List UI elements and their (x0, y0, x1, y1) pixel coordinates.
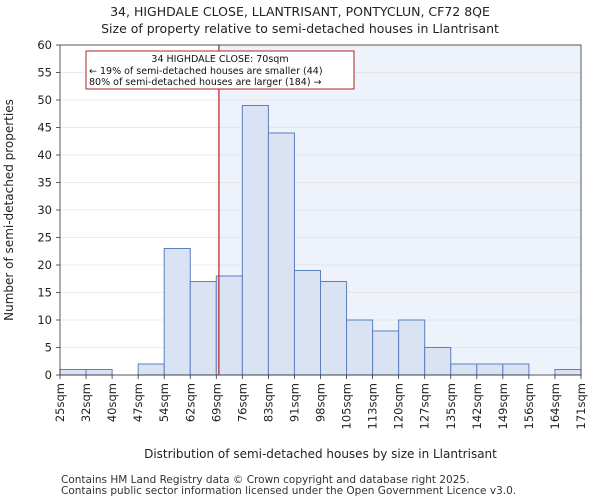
footer-copyright: Contains HM Land Registry data © Crown c… (61, 474, 470, 486)
y-tick-label: 55 (37, 66, 52, 80)
y-tick-label: 10 (37, 313, 52, 327)
chart-subtitle: Size of property relative to semi-detach… (101, 21, 499, 36)
histogram-bar (372, 330, 400, 376)
y-tick-label: 30 (37, 203, 52, 217)
x-tick-label: 135sqm (444, 383, 458, 429)
annotation-line-3: 80% of semi-detached houses are larger (… (89, 77, 322, 88)
x-tick-label: 69sqm (209, 383, 223, 422)
x-tick-label: 120sqm (392, 383, 406, 429)
histogram-bar (476, 363, 504, 376)
x-tick-label: 32sqm (79, 383, 93, 422)
annotation-line-2: ← 19% of semi-detached houses are smalle… (89, 66, 323, 77)
histogram-bar (267, 132, 295, 376)
histogram-bar (241, 105, 269, 376)
x-tick-label: 62sqm (183, 383, 197, 422)
x-tick-label: 76sqm (235, 383, 249, 422)
annotation-line-1: 34 HIGHDALE CLOSE: 70sqm (151, 54, 288, 65)
x-axis-label: Distribution of semi-detached houses by … (144, 447, 497, 461)
histogram-bar (554, 369, 582, 376)
histogram-bar (215, 275, 243, 376)
x-tick-label: 83sqm (261, 383, 275, 422)
histogram-bar (85, 369, 113, 376)
x-tick-label: 142sqm (470, 383, 484, 429)
y-axis-label: Number of semi-detached properties (2, 99, 16, 321)
histogram-bar (293, 270, 322, 376)
annotation-box: 34 HIGHDALE CLOSE: 70sqm ← 19% of semi-d… (85, 50, 355, 90)
histogram-bar (450, 363, 478, 376)
annotation-border (85, 50, 355, 90)
x-tick-label: 171sqm (574, 383, 588, 429)
histogram-bar (424, 347, 452, 376)
histogram-bar (137, 363, 165, 376)
histogram-bar (398, 319, 426, 376)
histogram-bar (59, 369, 87, 376)
x-tick-label: 91sqm (287, 383, 301, 422)
histogram-bar (163, 248, 191, 376)
x-tick-label: 98sqm (314, 383, 328, 422)
y-tick-label: 20 (37, 258, 52, 272)
x-tick-label: 105sqm (340, 383, 354, 429)
y-tick-label: 45 (37, 121, 52, 135)
y-tick-label: 0 (45, 368, 52, 382)
x-tick-label: 40sqm (105, 383, 119, 422)
x-tick-label: 47sqm (131, 383, 145, 422)
x-tick-label: 156sqm (522, 383, 536, 429)
y-tick-label: 50 (37, 93, 52, 107)
histogram-bar (189, 281, 217, 376)
y-tick-label: 5 (45, 341, 52, 355)
x-tick-label: 113sqm (366, 383, 380, 429)
y-tick-label: 35 (37, 176, 52, 190)
x-tick-label: 127sqm (418, 383, 432, 429)
histogram-bar (320, 281, 348, 376)
y-tick-label: 40 (37, 148, 52, 162)
x-tick-label: 149sqm (496, 383, 510, 429)
x-tick-label: 164sqm (548, 383, 562, 429)
y-tick-label: 25 (37, 231, 52, 245)
y-tick-label: 15 (37, 286, 52, 300)
y-tick-label: 60 (37, 38, 52, 52)
x-tick-label: 54sqm (157, 383, 171, 422)
histogram-bar (502, 363, 530, 376)
chart-title: 34, HIGHDALE CLOSE, LLANTRISANT, PONTYCL… (110, 4, 490, 19)
histogram-bar (346, 319, 374, 376)
x-tick-label: 25sqm (53, 383, 67, 422)
footer-licence: Contains public sector information licen… (61, 485, 517, 497)
